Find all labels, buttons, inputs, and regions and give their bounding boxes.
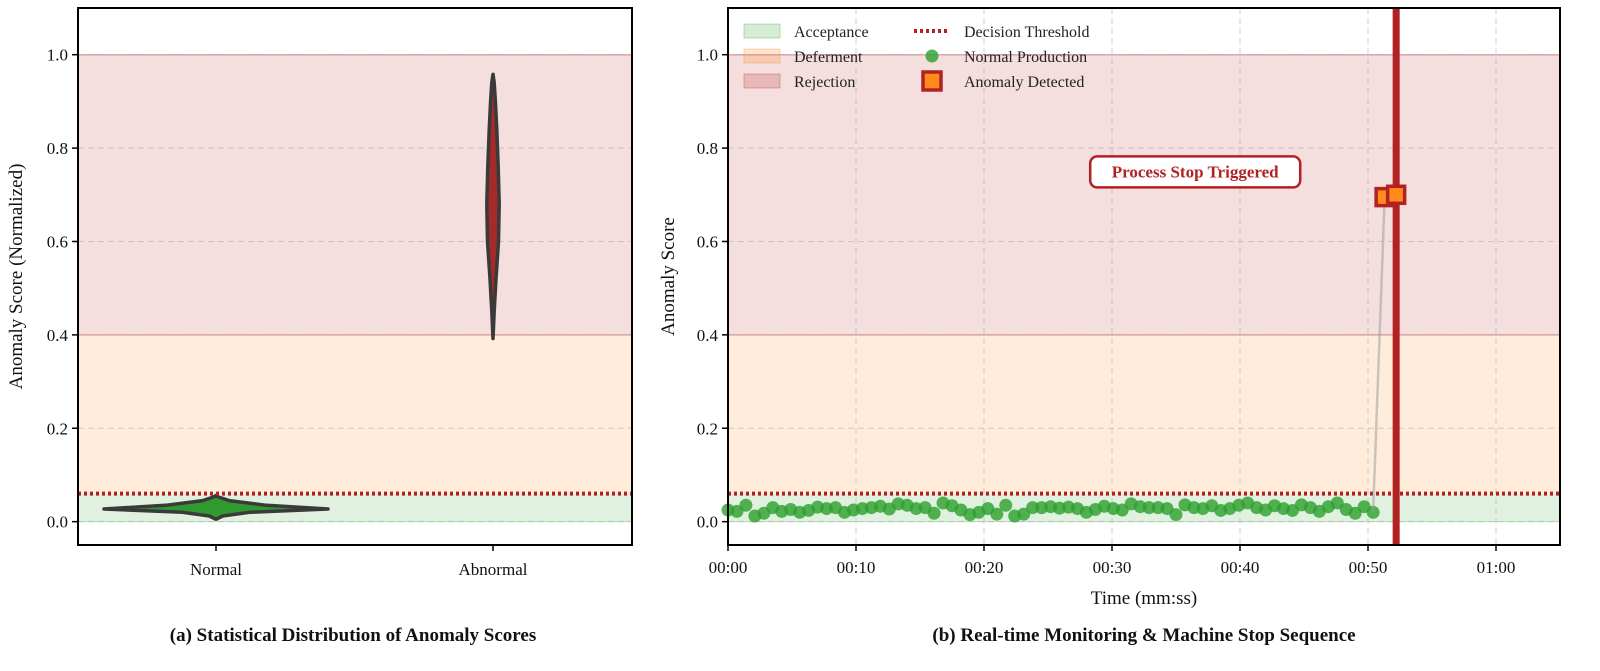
legend-label: Acceptance [794, 24, 869, 41]
legend-label: Deferment [794, 49, 863, 66]
panel-b-jump-line [1371, 197, 1386, 513]
legend-swatch [925, 49, 939, 63]
panel-b-normal-points [721, 496, 1380, 523]
x-tick-label: 00:20 [965, 558, 1004, 577]
y-tick-label: 0.4 [47, 326, 69, 345]
legend-label: Rejection [794, 74, 855, 91]
zone-rejection [728, 54, 1560, 335]
panel-a-caption: (a) Statistical Distribution of Anomaly … [170, 625, 536, 646]
panel-a-frame [77, 7, 633, 546]
normal-point [1026, 501, 1040, 515]
legend-item-anomaly-detected: Anomaly Detected [921, 70, 1084, 92]
panel-a-x-ticks: Normal Abnormal [190, 545, 528, 579]
panel-a-zones [78, 53, 632, 523]
y-tick-label: 0.2 [697, 419, 718, 438]
y-tick-label: 0.8 [697, 139, 718, 158]
x-tick-label-normal: Normal [190, 560, 242, 579]
annotation-text: Process Stop Triggered [1112, 162, 1279, 181]
legend-swatch [921, 70, 943, 92]
normal-point [1348, 506, 1362, 520]
y-tick-label: 1.0 [47, 46, 68, 65]
zone-deferment [78, 334, 632, 494]
legend-swatch [743, 48, 781, 64]
normal-point [927, 506, 941, 520]
y-tick-label: 0.8 [47, 139, 68, 158]
legend-item-acceptance: Acceptance [743, 23, 869, 41]
panel-a: 0.0 0.2 0.4 0.6 0.8 1.0 Normal Abnormal Anomal… [6, 7, 633, 646]
panel-a-grid [78, 54, 632, 523]
y-tick-label: 0.0 [697, 513, 718, 532]
normal-point [739, 498, 753, 512]
normal-point [1017, 507, 1031, 521]
panel-b-legend: Acceptance Deferment Rejection Decision Thr… [743, 23, 1089, 92]
score-jump-line [1371, 197, 1386, 513]
zone-deferment [728, 334, 1560, 494]
panel-b-x-ticks: 00:00 00:10 00:20 00:30 00:40 00:50 01:00 [709, 545, 1516, 577]
legend-label: Normal Production [964, 49, 1087, 66]
panel-b-y-axis-label: Anomaly Score [658, 217, 679, 336]
anomaly-point [1385, 184, 1407, 206]
normal-point [1142, 501, 1156, 515]
x-tick-label: 00:50 [1349, 558, 1388, 577]
panel-b-caption: (b) Real-time Monitoring & Machine Stop … [932, 625, 1355, 646]
legend-item-deferment: Deferment [743, 48, 863, 66]
y-tick-label: 0.4 [697, 326, 719, 345]
normal-point [999, 498, 1013, 512]
y-tick-label: 0.0 [47, 513, 68, 532]
normal-point [1330, 496, 1344, 510]
x-tick-label: 01:00 [1477, 558, 1516, 577]
panel-a-y-axis-label: Anomaly Score (Normalized) [6, 164, 27, 390]
panel-a-y-ticks: 0.0 0.2 0.4 0.6 0.8 1.0 [47, 46, 78, 532]
panel-b-x-axis-label: Time (mm:ss) [1091, 588, 1197, 609]
legend-item-rejection: Rejection [743, 73, 855, 91]
y-tick-label: 0.2 [47, 419, 68, 438]
x-tick-label: 00:00 [709, 558, 748, 577]
panel-a-violins [102, 72, 501, 522]
panel-b-grid [727, 8, 1560, 545]
panel-b-anomaly-points [1374, 184, 1407, 208]
panel-b-annotation: Process Stop Triggered [1088, 155, 1302, 189]
y-tick-label: 0.6 [47, 232, 68, 251]
legend-item-decision-threshold: Decision Threshold [914, 24, 1089, 41]
normal-point [1169, 508, 1183, 522]
zone-rejection [78, 54, 632, 335]
x-tick-label: 00:40 [1221, 558, 1260, 577]
legend-swatch [743, 73, 781, 89]
panel-b-frame [727, 7, 1561, 546]
y-tick-label: 0.6 [697, 232, 718, 251]
panel-b-y-ticks: 0.0 0.2 0.4 0.6 0.8 1.0 [697, 46, 728, 532]
legend-item-normal-production: Normal Production [925, 49, 1087, 66]
annotation-box [1088, 155, 1302, 189]
violin-abnormal [485, 72, 501, 341]
panel-b-zones [728, 53, 1560, 523]
x-tick-label-abnormal: Abnormal [459, 560, 528, 579]
x-tick-label: 00:30 [1093, 558, 1132, 577]
legend-label: Decision Threshold [964, 24, 1089, 41]
legend-label: Anomaly Detected [964, 74, 1084, 91]
legend-swatch [743, 23, 781, 39]
y-tick-label: 1.0 [697, 46, 718, 65]
normal-point [990, 507, 1004, 521]
panel-b: Process Stop Triggered Acceptance Deferme… [658, 7, 1561, 646]
x-tick-label: 00:10 [837, 558, 876, 577]
